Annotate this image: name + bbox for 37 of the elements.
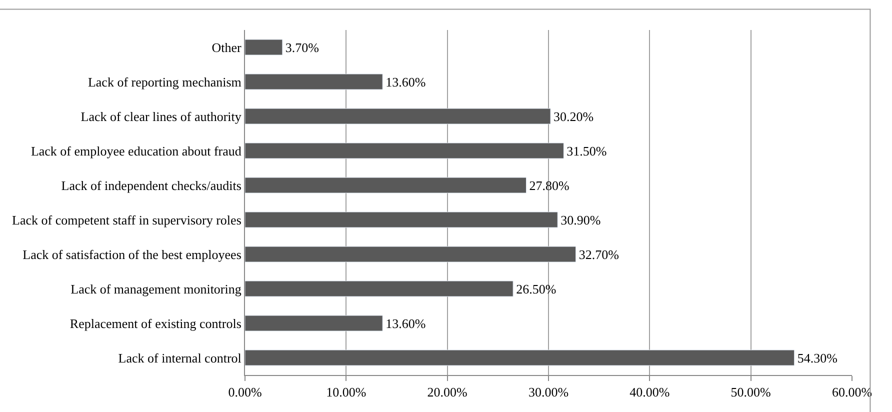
y-tick-label: Lack of competent staff in supervisory roles [12, 212, 242, 228]
data-label: 26.50% [516, 281, 556, 296]
x-tick-label: 30.00% [528, 384, 569, 400]
x-tick-label: 0.00% [228, 384, 262, 400]
data-label: 30.90% [560, 212, 601, 228]
data-label: 13.60% [386, 316, 426, 331]
y-tick-label: Lack of internal control [118, 350, 242, 366]
y-tick-label: Lack of satisfaction of the best employees [22, 246, 242, 262]
data-label: 32.70% [578, 246, 620, 262]
data-label: 27.80% [529, 178, 570, 193]
bar [245, 39, 283, 56]
y-tick-label: Lack of independent checks/audits [61, 178, 242, 193]
data-label: 13.60% [386, 74, 426, 90]
y-tick-label: Lack of management monitoring [70, 281, 242, 296]
x-tick-label: 60.00% [832, 384, 872, 400]
data-label: 54.30% [797, 350, 838, 366]
y-tick-label: Replacement of existing controls [70, 316, 242, 331]
x-tick-label: 50.00% [730, 384, 772, 400]
bar [245, 74, 383, 90]
y-tick-label: Other [212, 40, 242, 55]
x-tick-label: 10.00% [326, 384, 366, 400]
bar [245, 142, 564, 159]
bar [245, 177, 526, 194]
bar [245, 315, 383, 332]
data-label: 3.70% [285, 40, 320, 55]
x-tick-label: 20.00% [427, 384, 468, 400]
bar [245, 212, 558, 228]
data-label: 30.20% [554, 108, 594, 124]
bar [245, 280, 514, 297]
y-tick-label: Lack of clear lines of authority [80, 108, 242, 124]
y-tick-label: Lack of employee education about fraud [30, 143, 242, 158]
bar [245, 108, 551, 124]
y-tick-label: Lack of reporting mechanism [88, 74, 242, 90]
data-label: 31.50% [566, 143, 607, 158]
x-tick-label: 40.00% [630, 384, 670, 400]
bar [245, 246, 576, 262]
bar [245, 350, 795, 366]
